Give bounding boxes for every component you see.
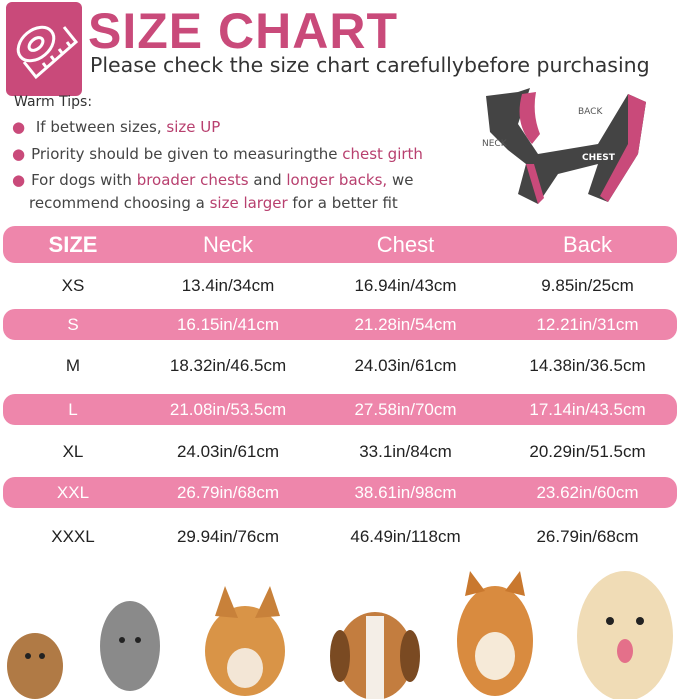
- table-cell: 16.94in/43cm: [354, 276, 457, 295]
- chest-label: CHEST: [582, 153, 616, 163]
- table-row: M 18.32in/46.5cm 24.03in/61cm 14.38in/36.5c…: [3, 351, 677, 381]
- tape-measure-icon: [6, 2, 82, 96]
- table-cell: L: [68, 399, 78, 419]
- table-cell: 9.85in/25cm: [541, 276, 634, 295]
- tip-text: recommend choosing a: [29, 194, 210, 212]
- subtitle: Please check the size chart carefullybef…: [90, 53, 650, 77]
- table-cell: 29.94in/76cm: [176, 527, 280, 546]
- table-cell: M: [65, 356, 81, 375]
- page-title: SIZE CHART: [88, 3, 398, 59]
- tip-text: chest girth: [342, 145, 423, 163]
- table-cell: S: [67, 314, 79, 334]
- table-row: XXL 26.79in/68cm 38.61in/98cm 23.62in/60cm: [3, 477, 677, 508]
- table-row: XL 24.03in/61cm 33.1in/84cm 20.29in/51.5cm: [3, 437, 677, 467]
- tip-1: ● If between sizes, size UP: [12, 116, 220, 138]
- table-row: XXXL 29.94in/76cm 46.49in/118cm 26.79in/68c…: [3, 522, 677, 552]
- neck-label: NECK: [482, 139, 508, 149]
- tip-text: broader chests: [136, 171, 249, 189]
- tip-text: ●: [12, 145, 26, 163]
- table-cell: 46.49in/118cm: [350, 527, 461, 546]
- harness-diagram: BACK NECK CHEST: [478, 84, 654, 210]
- table-cell: 26.79in/68cm: [176, 482, 280, 502]
- tip-text: ●: [12, 171, 26, 189]
- tip-text: and: [248, 171, 287, 189]
- shiba-dog-image: [457, 571, 533, 696]
- table-header: SIZE Neck Chest Back: [3, 226, 677, 263]
- table-cell: XXXL: [51, 527, 95, 546]
- table-cell: 13.4in/34cm: [181, 276, 275, 295]
- table-row: S 16.15in/41cm 21.28in/54cm 12.21in/31cm: [3, 309, 677, 340]
- golden-retriever-dog-image: [577, 571, 673, 699]
- tip-2: ● Priority should be given to measuringth…: [12, 143, 423, 165]
- tip-3-cont: recommend choosing a size larger for a b…: [29, 192, 398, 214]
- table-cell: 17.14in/43.5cm: [529, 399, 646, 419]
- table-cell: 33.1in/84cm: [359, 442, 452, 461]
- table-cell: 38.61in/98cm: [354, 482, 457, 502]
- table-cell: XXL: [56, 482, 90, 502]
- tips-title: Warm Tips:: [14, 94, 93, 110]
- header-back: Back: [563, 231, 612, 257]
- table-cell: 21.08in/53.5cm: [169, 399, 287, 419]
- table-cell: 23.62in/60cm: [536, 482, 639, 502]
- dog-photos: [0, 556, 679, 699]
- header-neck: Neck: [202, 231, 254, 257]
- beagle-dog-image: [330, 612, 420, 699]
- table-cell: 12.21in/31cm: [536, 314, 639, 334]
- tip-3: ● For dogs with broader chests and longer…: [12, 169, 413, 191]
- table-cell: 27.58in/70cm: [354, 399, 457, 419]
- corgi-dog-image: [205, 586, 285, 696]
- table-cell: 24.03in/61cm: [354, 356, 457, 375]
- table-cell: 18.32in/46.5cm: [169, 356, 287, 375]
- yorkie-dog-image: [7, 633, 63, 699]
- back-label: BACK: [578, 107, 603, 117]
- tip-text: If between sizes,: [31, 118, 167, 136]
- table-cell: XS: [61, 276, 85, 295]
- tip-text: For dogs with: [31, 171, 137, 189]
- poodle-dog-image: [100, 601, 160, 691]
- header-size: SIZE: [48, 231, 98, 257]
- table-cell: 16.15in/41cm: [176, 314, 280, 334]
- tip-text: ●: [12, 118, 26, 136]
- table-cell: 24.03in/61cm: [176, 442, 280, 461]
- tip-text: size UP: [166, 118, 221, 136]
- tip-text: Priority should be given to measuringthe: [31, 145, 343, 163]
- table-cell: 14.38in/36.5cm: [529, 356, 646, 375]
- table-cell: 20.29in/51.5cm: [529, 442, 646, 461]
- table-row: XS 13.4in/34cm 16.94in/43cm 9.85in/25cm: [3, 271, 677, 301]
- table-cell: XL: [62, 442, 84, 461]
- tip-text: for a better fit: [287, 194, 398, 212]
- table-cell: 26.79in/68cm: [536, 527, 639, 546]
- table-cell: 21.28in/54cm: [354, 314, 457, 334]
- tip-text: size larger: [209, 194, 288, 212]
- table-row: L 21.08in/53.5cm 27.58in/70cm 17.14in/43.5c…: [3, 394, 677, 425]
- tip-text: we: [387, 171, 414, 189]
- tip-text: longer backs,: [286, 171, 388, 189]
- header-chest: Chest: [376, 231, 435, 257]
